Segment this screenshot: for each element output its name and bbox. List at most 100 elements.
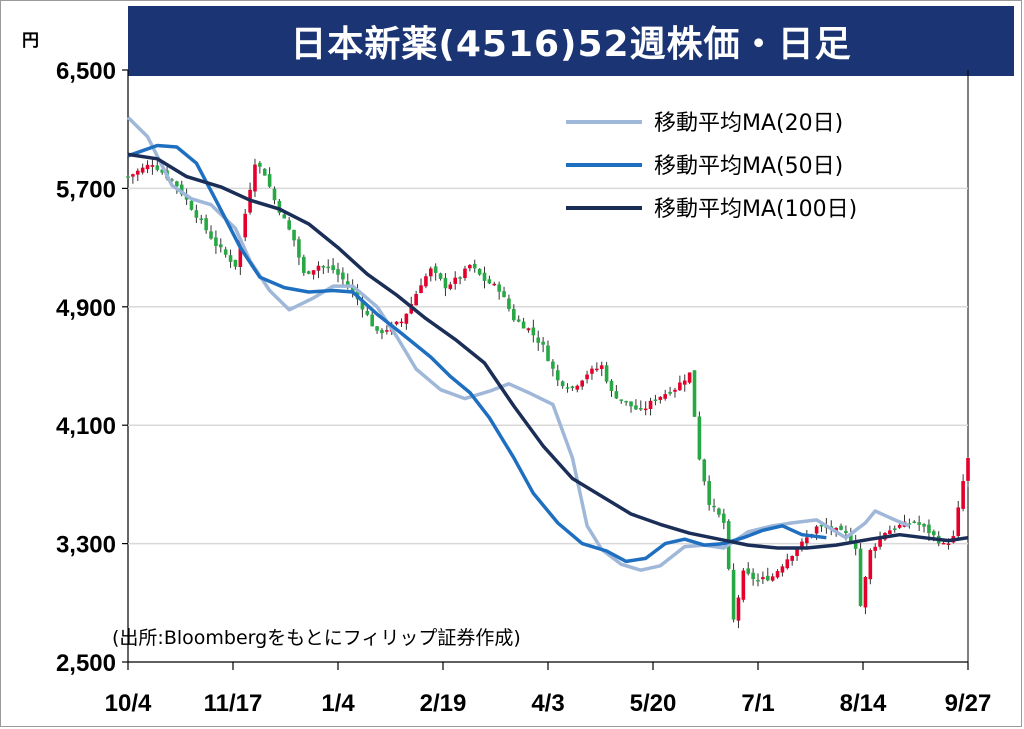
candle-up [599,365,604,369]
candle-up [243,213,248,238]
legend: 移動平均MA(20日) 移動平均MA(50日) 移動平均MA(100日) [566,111,857,222]
candle-up [741,570,746,600]
y-tick-label: 4,900 [56,295,116,322]
candle-down [512,308,516,321]
candle-up [394,321,399,325]
candle-down [853,541,858,549]
candle-up [238,238,243,268]
candle-up [770,576,775,581]
candle-down [839,525,843,530]
candle-down [443,277,448,289]
candle-up [775,571,780,578]
gridlines [127,70,969,663]
candle-up [463,268,467,279]
candle-up [682,380,687,385]
candle-down [570,386,575,389]
candle-up [873,546,878,551]
y-tick-label: 5,700 [56,176,116,203]
candle-up [399,321,404,324]
candle-down [282,214,287,219]
candle-up [131,174,135,177]
candle-up [419,285,423,294]
candle-up [961,481,965,509]
candle-down [858,548,863,606]
candle-down [604,365,609,382]
candle-down [516,319,521,322]
candle-down [267,174,272,187]
candle-up [687,372,692,383]
candle-up [648,400,653,409]
candle-down [765,575,770,581]
candle-down [932,531,936,536]
candle-down [326,266,331,269]
candle-up [658,396,663,400]
candle-up [150,165,155,167]
candles [126,157,970,629]
candle-down [722,513,726,523]
legend-label: 移動平均MA(20日) [654,111,843,136]
candle-down [638,408,643,410]
candle-down [624,400,628,403]
candle-up [135,170,140,175]
candle-down [746,568,751,574]
candle-down [209,231,213,239]
candle-down [438,273,443,279]
y-tick-label: 4,100 [56,413,116,440]
y-tick-label: 2,500 [56,650,116,677]
unit-label: 円 [22,31,39,51]
candle-down [199,218,204,220]
candle-down [507,298,511,309]
candle-up [428,268,433,277]
x-tick-label: 2/19 [420,690,467,717]
candle-down [306,271,311,274]
candle-down [262,168,267,176]
candle-down [629,401,633,407]
candle-down [155,165,160,170]
candle-down [536,337,541,343]
candle-down [482,272,487,281]
candle-up [966,458,970,481]
candle-down [912,521,917,523]
candle-down [702,459,707,482]
x-tick-label: 1/4 [321,690,355,717]
candle-up [580,380,584,387]
candle-down [892,528,897,530]
candle-down [717,508,721,515]
candle-down [668,391,672,394]
candle-up [453,277,458,284]
candle-down [844,530,848,534]
x-tick-label: 11/17 [204,690,263,717]
candle-down [634,405,638,410]
candle-down [321,266,326,268]
candle-down [360,299,365,310]
candle-down [927,524,931,534]
legend-label: 移動平均MA(50日) [654,154,843,179]
candle-up [805,537,809,544]
candle-up [253,164,257,192]
candle-up [140,167,145,173]
candle-down [233,259,238,267]
candle-up [868,549,873,580]
ma50-line [127,143,827,564]
x-tick-label: 10/4 [105,690,152,717]
source-note: (出所:Bloombergをもとにフィリップ証券作成) [112,627,521,649]
candle-down [819,524,824,527]
candle-up [424,276,428,287]
ma20-line [126,116,911,572]
candle-down [922,523,926,527]
candle-up [448,284,453,289]
candle-down [160,169,164,173]
candle-down [609,380,614,391]
candle-down [614,391,619,399]
candle-up [673,389,677,392]
ma100-line [127,152,969,550]
candle-up [316,265,321,271]
candle-down [126,176,130,178]
candle-down [487,279,492,284]
candle-down [502,291,506,298]
candle-down [302,256,306,273]
candle-up [404,313,409,324]
candle-down [756,579,760,582]
